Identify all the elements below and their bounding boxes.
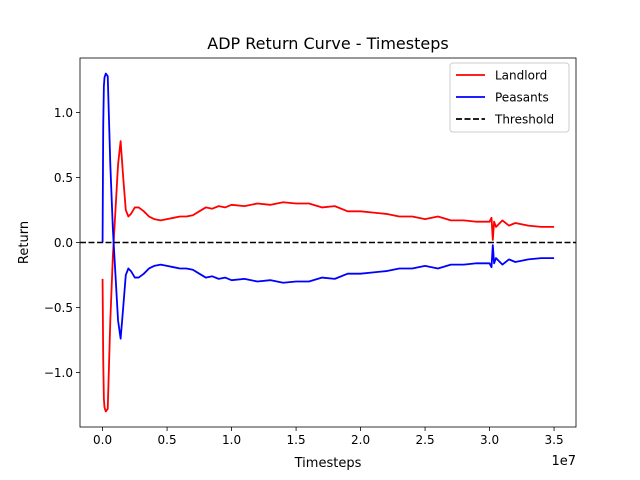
chart-title: ADP Return Curve - Timesteps [207,34,448,53]
y-axis: −1.0 −0.5 0.0 0.5 1.0 [44,106,80,380]
plot-frame [79,57,577,428]
x-tick-label: 2.5 [416,433,435,447]
x-axis: 0.0 0.5 1.0 1.5 2.0 2.5 3.0 3.5 [93,427,564,447]
y-tick-label: −0.5 [44,301,73,315]
y-tick-label: 0.5 [54,171,73,185]
y-tick-label: −1.0 [44,366,73,380]
x-axis-offset-label: 1e7 [551,454,576,469]
x-tick-label: 1.5 [287,433,306,447]
plot-area: 0.0 0.5 1.0 1.5 2.0 2.5 3.0 3.5 −1.0 −0.5 0.0 0.5 1… [44,57,577,447]
legend-label-threshold: Threshold [494,113,554,127]
x-tick-label: 0.5 [158,433,177,447]
x-tick-label: 3.0 [480,433,499,447]
series-line-landlord [101,140,555,413]
x-tick-label: 2.0 [351,433,370,447]
legend: Landlord Peasants Threshold [449,62,570,133]
y-tick-label: 1.0 [54,106,73,120]
x-tick-label: 0.0 [93,433,112,447]
y-axis-label: Return [17,221,32,264]
x-axis-label: Timesteps [294,456,362,471]
series-line-peasants [101,72,555,340]
legend-box [449,62,570,133]
legend-label-landlord: Landlord [495,69,547,83]
x-tick-label: 3.5 [545,433,564,447]
legend-label-peasants: Peasants [495,91,549,105]
series-layer [80,72,576,413]
y-tick-label: 0.0 [54,236,73,250]
x-tick-label: 1.0 [222,433,241,447]
